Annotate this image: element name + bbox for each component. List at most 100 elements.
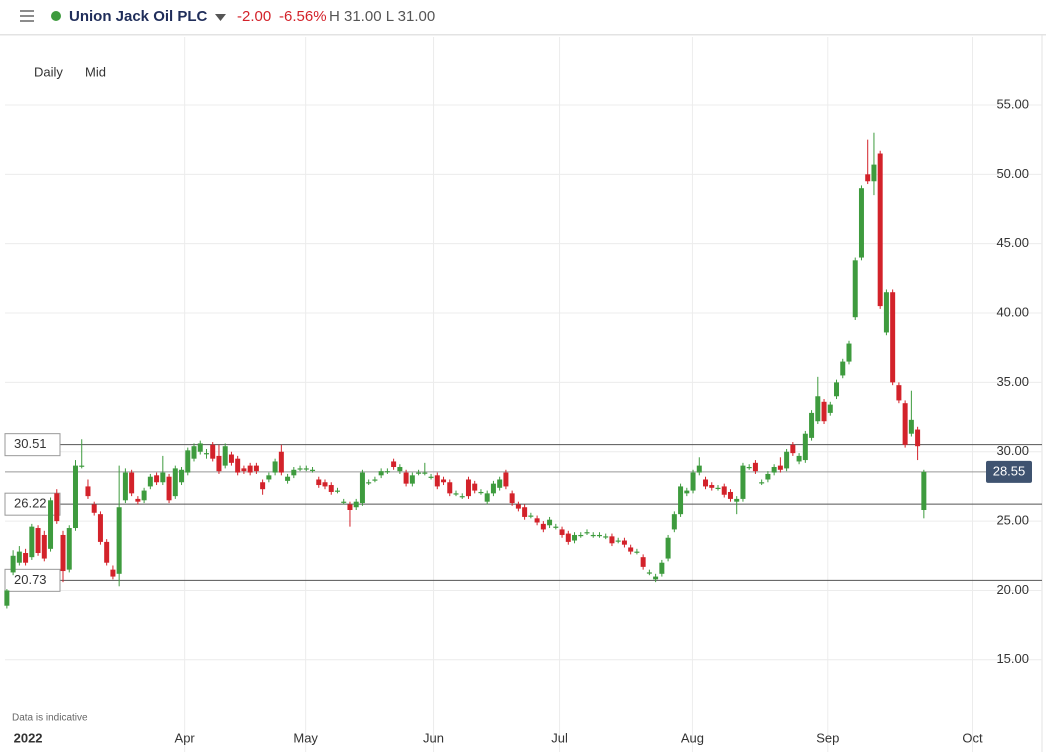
candle-body [478, 491, 484, 494]
candle-body [715, 487, 721, 490]
y-tick-label: 50.00 [996, 166, 1029, 181]
candle-body [665, 537, 671, 559]
candle-body [497, 479, 503, 488]
candle-body [104, 541, 110, 563]
candle-body [310, 469, 316, 471]
candle-body [472, 483, 478, 491]
candle-body [416, 472, 422, 474]
x-tick-label: Sep [816, 730, 839, 745]
candle-body [322, 482, 328, 487]
candle-body [915, 429, 921, 447]
candle-body [553, 526, 559, 528]
candle-body [484, 493, 490, 502]
candle-body [222, 446, 228, 466]
candle-body [734, 498, 740, 502]
candle-body [522, 507, 528, 517]
candle-body [802, 433, 808, 461]
instrument-title[interactable]: Union Jack Oil PLC [69, 8, 208, 25]
candle-body [752, 462, 758, 472]
candle-body [23, 553, 29, 563]
candle-body [141, 490, 147, 501]
candle-body [210, 444, 216, 459]
candle-body [328, 485, 334, 492]
candle-body [122, 472, 128, 501]
candle-body [316, 479, 322, 486]
candle-body [185, 450, 191, 473]
candle-body [784, 451, 790, 469]
y-tick-label: 15.00 [996, 651, 1029, 666]
candle-body [247, 465, 253, 473]
candle-body [29, 526, 35, 558]
candle-body [91, 504, 97, 513]
last-price-label: 28.55 [993, 463, 1026, 478]
candle-body [603, 536, 609, 538]
candle-body [703, 479, 709, 487]
candle-body [559, 529, 565, 535]
candle-body [135, 498, 141, 502]
candle-body [721, 486, 727, 495]
candle-body [453, 493, 459, 495]
candle-body [690, 472, 696, 491]
candle-body [303, 468, 309, 470]
y-tick-label: 45.00 [996, 235, 1029, 250]
level-label: 30.51 [14, 436, 47, 451]
menu-icon[interactable] [18, 7, 38, 27]
x-tick-label: Aug [681, 730, 704, 745]
candle-body [646, 572, 652, 574]
candle-body [883, 292, 889, 333]
candle-body [366, 482, 372, 484]
candle-body [260, 482, 266, 490]
candle-body [334, 490, 340, 492]
note: Data is indicative [12, 713, 88, 724]
candle-body [48, 500, 54, 549]
candle-body [16, 551, 22, 563]
candle-body [547, 519, 553, 526]
candle-body [54, 493, 60, 522]
x-tick-label: Jun [423, 730, 444, 745]
level-label: 20.73 [14, 572, 47, 587]
candle-body [116, 507, 122, 574]
candle-body [846, 343, 852, 362]
candle-body [796, 455, 802, 462]
candle-body [428, 476, 434, 478]
candle-body [590, 534, 596, 537]
candle-body [179, 469, 185, 483]
candle-body [858, 188, 864, 258]
candle-body [154, 475, 160, 483]
candle-body [572, 534, 578, 541]
candle-body [746, 467, 752, 469]
status-dot [51, 11, 61, 21]
candle-body [584, 532, 590, 534]
candle-body [434, 475, 440, 487]
candle-body [10, 555, 16, 573]
toolbar-button[interactable]: Daily [34, 64, 63, 79]
candle-body [72, 465, 78, 529]
candle-body [384, 471, 390, 473]
y-tick-label: 40.00 [996, 304, 1029, 319]
dropdown-caret[interactable] [214, 12, 228, 24]
candle-body [160, 472, 166, 483]
level-box [4, 433, 61, 457]
toolbar-button[interactable]: Mid [85, 64, 106, 79]
x-tick-label: May [293, 730, 318, 745]
candle-body [727, 491, 733, 499]
candle-body [372, 479, 378, 481]
candle-body [621, 540, 627, 545]
candle-body [35, 528, 41, 553]
candle-body [890, 292, 896, 383]
candle-body [129, 472, 135, 494]
candle-body [596, 534, 602, 537]
candle-body [353, 501, 359, 508]
level-box [4, 568, 61, 592]
price-change-pct: -6.56% [279, 8, 327, 25]
candle-body [447, 482, 453, 494]
candle-body [203, 453, 209, 455]
candle-body [671, 514, 677, 530]
candle-body [565, 533, 571, 542]
x-tick-label: Jul [551, 730, 568, 745]
candle-body [409, 475, 415, 484]
y-tick-label: 30.00 [996, 443, 1029, 458]
candle-body [403, 472, 409, 484]
candle-body [172, 468, 178, 497]
